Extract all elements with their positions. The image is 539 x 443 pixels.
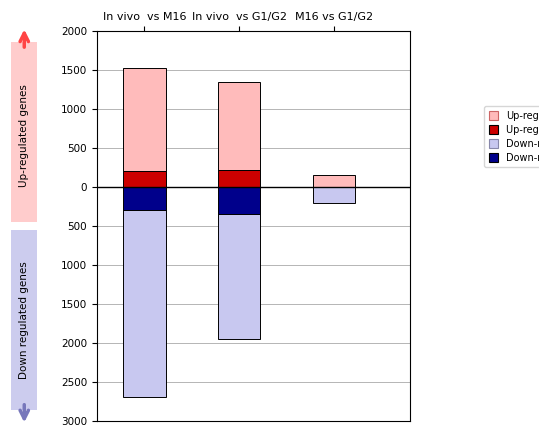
Bar <box>218 187 260 214</box>
Bar <box>313 187 355 202</box>
Bar <box>218 82 260 170</box>
Bar <box>11 42 37 222</box>
Bar <box>218 214 260 339</box>
Bar <box>123 187 165 210</box>
Text: Down regulated genes: Down regulated genes <box>19 261 29 379</box>
Bar <box>123 210 165 397</box>
Legend: Up-regulated, Up-regulated fourfold, Down-regulated, Down-regulated fourfold: Up-regulated, Up-regulated fourfold, Dow… <box>484 106 539 167</box>
Text: Up-regulated genes: Up-regulated genes <box>19 84 29 187</box>
Bar <box>218 170 260 187</box>
Bar <box>313 175 355 187</box>
Bar <box>123 171 165 187</box>
Bar <box>123 68 165 171</box>
Bar <box>11 230 37 410</box>
